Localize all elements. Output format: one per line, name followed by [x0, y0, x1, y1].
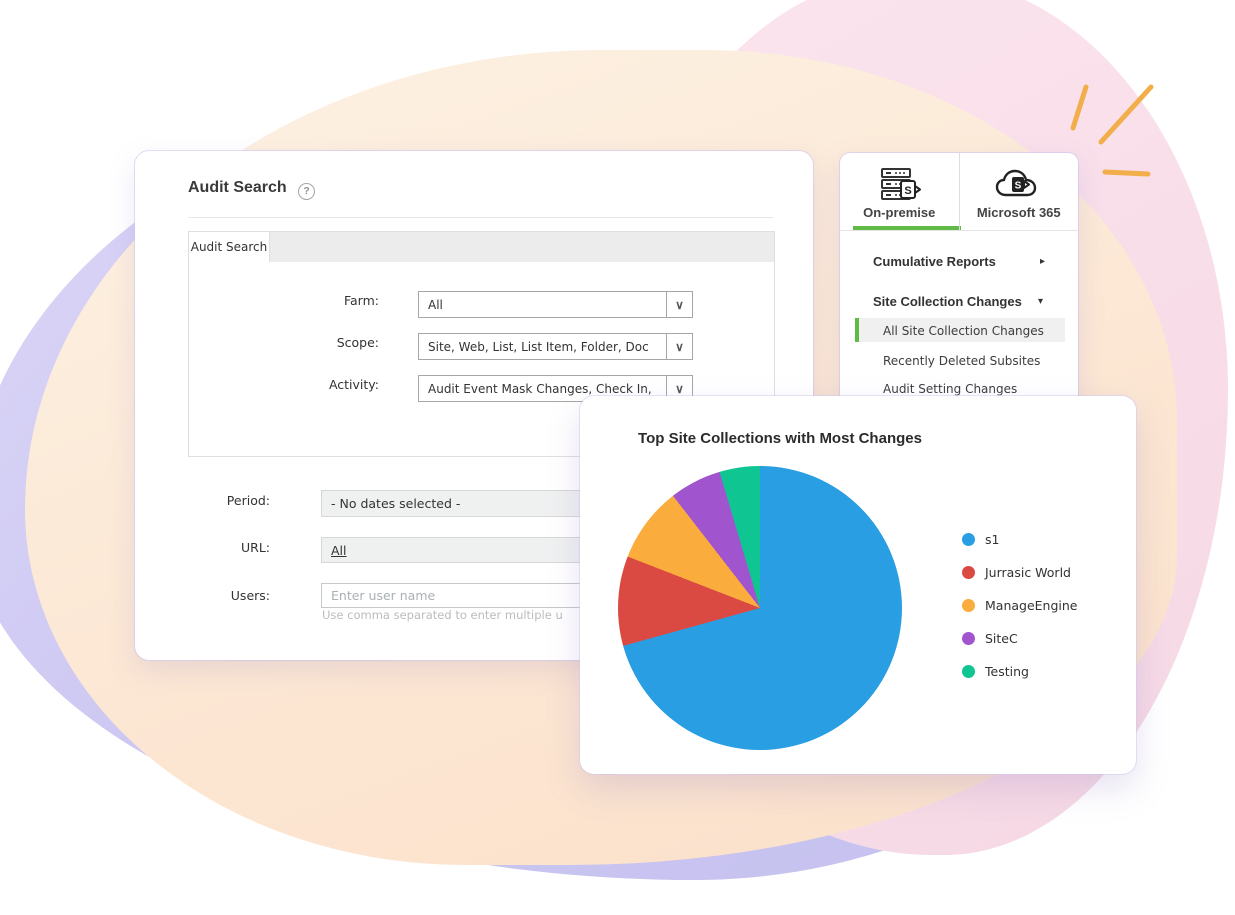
platform-tabs: S On-premise S Microsoft 365 [840, 153, 1078, 231]
page-title: Audit Search [188, 179, 287, 196]
users-helper-text: Use comma separated to enter multiple u [322, 608, 563, 622]
activity-label: Activity: [328, 377, 379, 392]
chevron-down-icon: ∨ [666, 334, 692, 359]
sharepoint-cloud-icon: S [960, 167, 1079, 203]
legend-label: ManageEngine [985, 598, 1078, 613]
scope-select[interactable]: Site, Web, List, List Item, Folder, Doc … [418, 333, 693, 360]
tab-microsoft-365-label: Microsoft 365 [976, 205, 1061, 220]
farm-select-value: All [428, 297, 443, 312]
chart-legend: s1 Jurrasic World ManageEngine SiteC Tes… [962, 532, 1078, 679]
chevron-down-icon: ∨ [666, 292, 692, 317]
legend-item: ManageEngine [962, 598, 1078, 613]
title-divider [188, 217, 773, 218]
sidebar-item-site-collection-changes[interactable]: Site Collection Changes [873, 294, 1022, 309]
users-label: Users: [230, 588, 270, 603]
pie-chart-card: Top Site Collections with Most Changes s… [580, 396, 1136, 774]
pie [618, 466, 902, 750]
legend-dot-jurrasic-world [962, 566, 975, 579]
active-tab-underline [853, 226, 961, 230]
tab-on-premise[interactable]: S On-premise [840, 153, 961, 230]
scope-select-value: Site, Web, List, List Item, Folder, Doc [428, 339, 649, 354]
chart-title: Top Site Collections with Most Changes [638, 430, 922, 447]
active-submenu-bar [855, 318, 859, 342]
active-submenu-highlight [855, 318, 1065, 342]
help-icon[interactable]: ? [298, 183, 315, 200]
legend-item: Testing [962, 664, 1078, 679]
sidebar-item-audit-setting-changes[interactable]: Audit Setting Changes [883, 382, 1018, 396]
legend-label: SiteC [985, 631, 1018, 646]
url-label: URL: [240, 540, 270, 555]
sidebar-item-cumulative-reports[interactable]: Cumulative Reports [873, 254, 996, 269]
sparkle-lines-decoration [1070, 84, 1154, 177]
legend-item: Jurrasic World [962, 565, 1078, 580]
farm-select[interactable]: All ∨ [418, 291, 693, 318]
svg-text:S: S [1014, 181, 1021, 192]
svg-text:S: S [905, 185, 912, 197]
sharepoint-server-icon: S [840, 167, 959, 203]
tab-on-premise-label: On-premise [863, 205, 936, 220]
url-all-link[interactable]: All [331, 542, 347, 558]
legend-label: Jurrasic World [985, 565, 1071, 580]
legend-dot-manageengine [962, 599, 975, 612]
tab-microsoft-365[interactable]: S Microsoft 365 [958, 153, 1079, 230]
legend-dot-s1 [962, 533, 975, 546]
legend-label: Testing [985, 664, 1029, 679]
url-picker[interactable]: All [321, 537, 621, 563]
scope-label: Scope: [336, 335, 379, 350]
tab-audit-search[interactable]: Audit Search [189, 232, 270, 262]
legend-item: SiteC [962, 631, 1078, 646]
sidebar-item-all-site-collection-changes[interactable]: All Site Collection Changes [883, 324, 1044, 338]
legend-dot-testing [962, 665, 975, 678]
audit-search-tab-panel: Audit Search Farm: All ∨ Scope: Site, We… [188, 231, 775, 457]
period-picker[interactable]: - No dates selected - [321, 490, 621, 517]
tab-bar [189, 232, 774, 262]
legend-item: s1 [962, 532, 1078, 547]
period-label: Period: [226, 493, 270, 508]
users-input[interactable] [321, 583, 621, 608]
farm-label: Farm: [343, 293, 379, 308]
legend-label: s1 [985, 532, 1000, 547]
chevron-down-icon: ∨ [666, 376, 692, 401]
legend-dot-sitec [962, 632, 975, 645]
chevron-right-icon[interactable]: ▸ [1040, 256, 1046, 267]
chevron-down-icon[interactable]: ▾ [1038, 296, 1044, 307]
activity-select-value: Audit Event Mask Changes, Check In, [428, 381, 652, 396]
sidebar-item-recently-deleted-subsites[interactable]: Recently Deleted Subsites [883, 354, 1041, 368]
